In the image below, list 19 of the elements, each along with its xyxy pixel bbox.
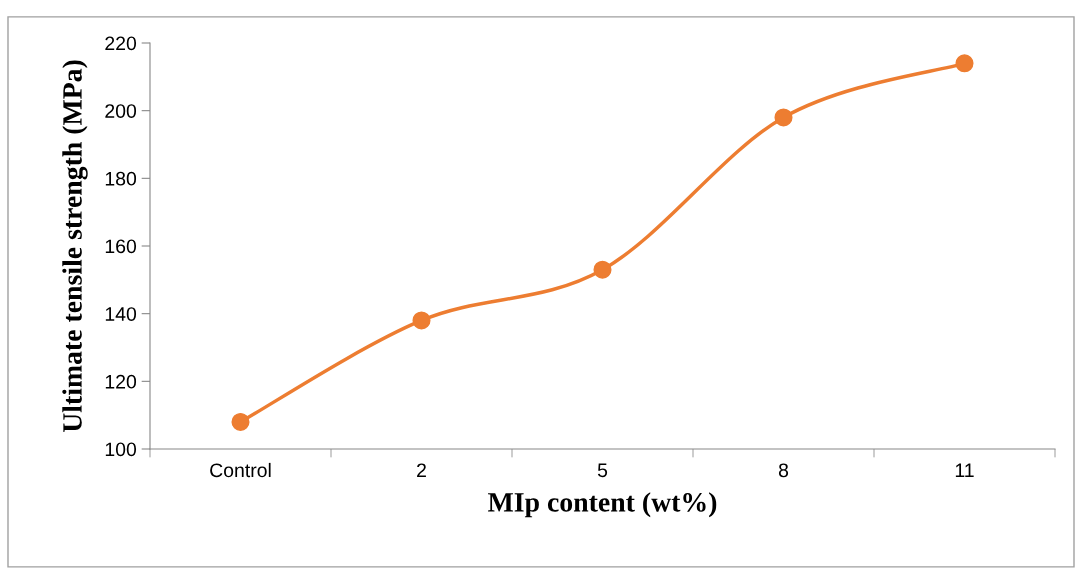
y-tick-label: 120	[105, 374, 137, 389]
y-axis-title: Ultimate tensile strength (MPa)	[62, 60, 88, 433]
y-tick-label: 100	[105, 442, 137, 457]
y-tick-label: 220	[105, 36, 137, 51]
x-tick-label: 5	[597, 463, 608, 478]
x-tick-label: 8	[778, 463, 789, 478]
y-tick-label: 180	[105, 171, 137, 186]
x-tick-label: 2	[417, 463, 426, 477]
y-tick-label: 200	[105, 104, 137, 118]
point	[593, 260, 612, 279]
y-tick-label: 160	[105, 239, 137, 254]
y-tick-label: 140	[105, 307, 137, 321]
point	[231, 412, 250, 431]
x-tick-label: Control	[210, 462, 271, 478]
point	[412, 311, 431, 330]
x-axis-title: MIp content (wt%)	[488, 492, 717, 518]
point	[774, 108, 793, 127]
x-tick-label: 11	[955, 463, 974, 477]
point	[955, 54, 974, 73]
